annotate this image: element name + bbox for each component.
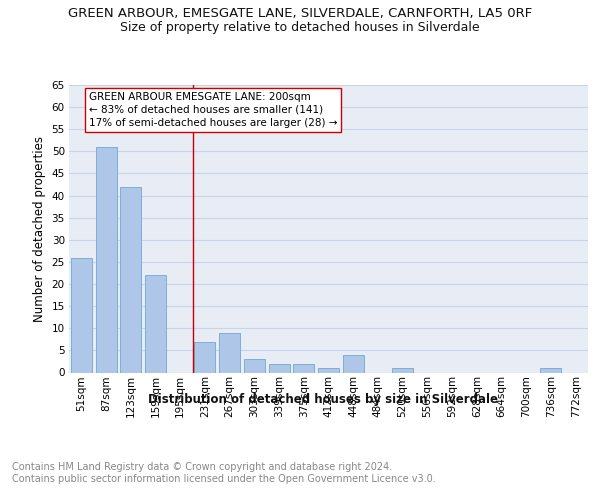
Text: Distribution of detached houses by size in Silverdale: Distribution of detached houses by size … (148, 392, 498, 406)
Bar (244, 359, 265, 372)
Bar (71, 258, 92, 372)
Bar (269, 364, 290, 372)
Bar (392, 368, 413, 372)
Text: Size of property relative to detached houses in Silverdale: Size of property relative to detached ho… (120, 21, 480, 34)
Y-axis label: Number of detached properties: Number of detached properties (33, 136, 46, 322)
Bar (343, 355, 364, 372)
Bar (318, 368, 339, 372)
Bar (145, 275, 166, 372)
Bar (293, 364, 314, 372)
Bar (95, 147, 116, 372)
Text: GREEN ARBOUR EMESGATE LANE: 200sqm
← 83% of detached houses are smaller (141)
17: GREEN ARBOUR EMESGATE LANE: 200sqm ← 83%… (89, 92, 337, 128)
Text: GREEN ARBOUR, EMESGATE LANE, SILVERDALE, CARNFORTH, LA5 0RF: GREEN ARBOUR, EMESGATE LANE, SILVERDALE,… (68, 8, 532, 20)
Bar (194, 342, 215, 372)
Bar (541, 368, 562, 372)
Text: Contains HM Land Registry data © Crown copyright and database right 2024.
Contai: Contains HM Land Registry data © Crown c… (12, 462, 436, 484)
Bar (219, 332, 240, 372)
Bar (120, 186, 141, 372)
